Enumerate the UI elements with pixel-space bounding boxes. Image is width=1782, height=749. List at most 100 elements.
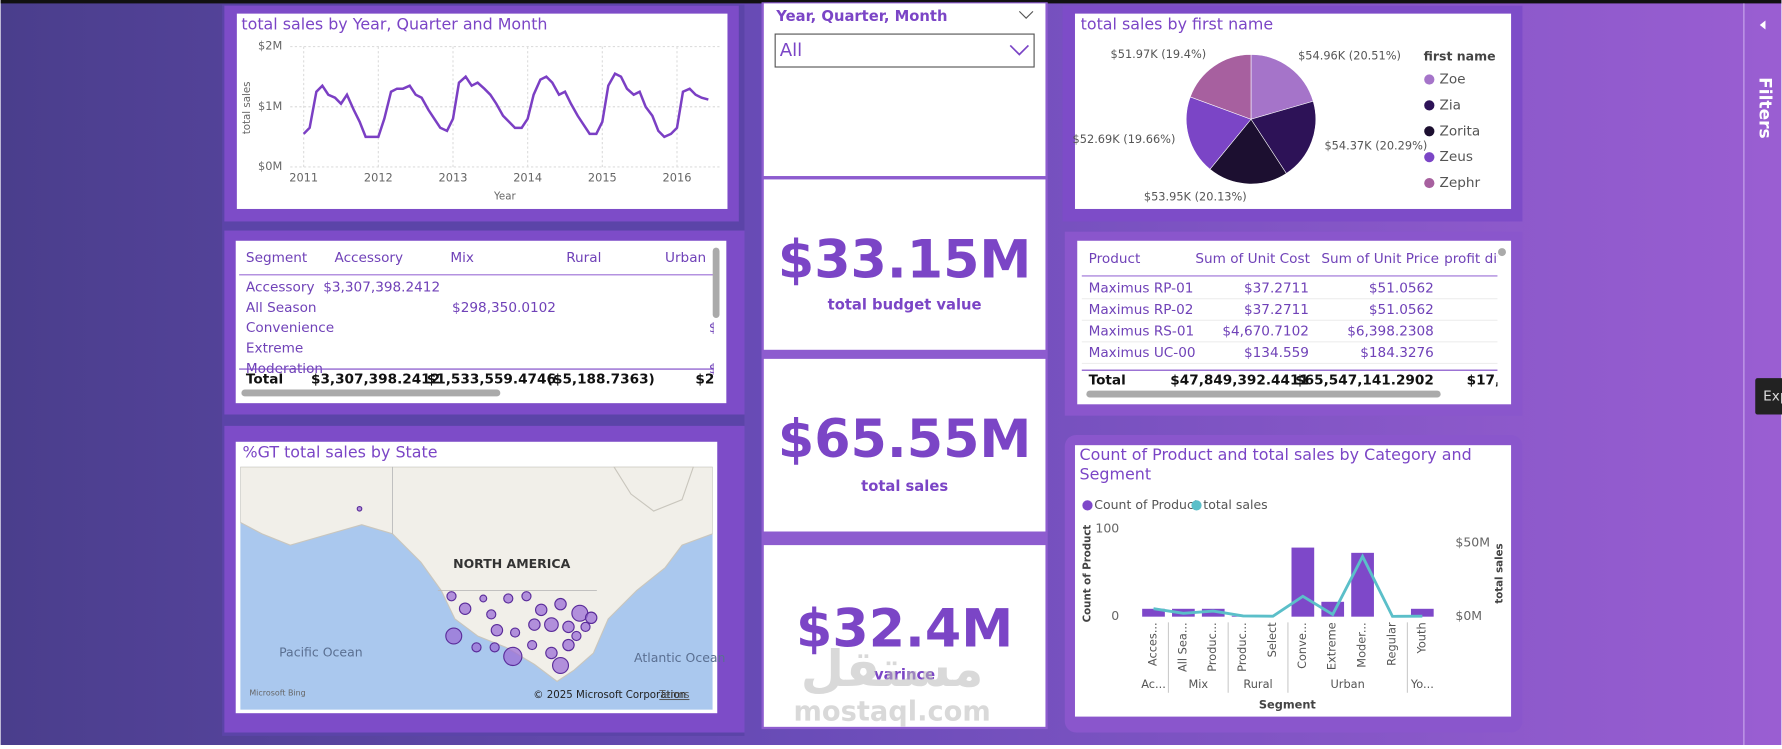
x-tick-label: 2011	[289, 170, 318, 184]
bar	[1142, 608, 1165, 617]
x-tick-label: 2013	[439, 170, 468, 184]
land	[613, 466, 694, 512]
pie-slice	[1250, 54, 1314, 120]
tile-body	[235, 240, 727, 404]
slicer[interactable]	[763, 3, 1046, 177]
chevron	[1009, 44, 1030, 56]
pie-slice	[1209, 118, 1287, 185]
x-tick-label: Youth	[1414, 622, 1428, 654]
x-tick-label: Acces...	[1146, 622, 1160, 666]
legend-label: total sales	[1203, 497, 1267, 512]
bar	[1410, 608, 1434, 617]
bar	[1351, 552, 1374, 617]
tile-body	[1077, 240, 1512, 405]
legend-marker	[1424, 126, 1435, 137]
chart-title: total sales by first name	[1081, 14, 1273, 33]
total-cell: $26,55	[695, 371, 748, 387]
cell: $184.3276	[1360, 345, 1434, 361]
cell: $37.2711	[1244, 302, 1309, 318]
total-cell: $3,307,398.2412	[311, 371, 440, 387]
bar	[1201, 608, 1225, 617]
cell: Maximus RP-01	[1089, 280, 1194, 296]
scroll-dot	[1498, 248, 1506, 257]
map-logo: Microsoft Bing	[249, 688, 305, 697]
data-label: $52.69K (19.66%)	[1073, 132, 1176, 146]
x-tick-label: Produc...	[1205, 622, 1219, 671]
x-tick-label: Conve...	[1295, 622, 1309, 669]
chart-title: total sales by Year, Quarter and Month	[241, 14, 547, 33]
cell: $6,398.2308	[1347, 324, 1434, 340]
legend-marker	[1424, 100, 1435, 111]
group-label: Rural	[1243, 677, 1272, 691]
scrollbar	[241, 389, 501, 397]
y-tick-label: $1M	[258, 99, 282, 113]
cell: $37.2711	[1244, 280, 1309, 296]
line	[302, 71, 709, 139]
cell: $5,08	[709, 320, 748, 336]
watermark: مستقل	[801, 640, 984, 698]
legend-label: Zorita	[1440, 123, 1481, 139]
cell: $51.0562	[1369, 280, 1434, 296]
axis-title: total sales	[1495, 543, 1506, 603]
slicer-title: Year, Quarter, Month	[775, 8, 947, 25]
filters-title[interactable]: Filters	[1754, 77, 1774, 138]
pie-slice	[1250, 100, 1317, 174]
bubbles	[356, 505, 598, 675]
y-tick-label: 0	[1111, 608, 1119, 623]
cell: Maximus RS-01	[1089, 324, 1195, 340]
cell: $134.559	[1244, 345, 1309, 361]
pie-slice	[1189, 54, 1252, 120]
card-label: total budget value	[828, 296, 982, 313]
cell: Convenience	[246, 320, 334, 336]
column-header: Segment	[246, 250, 308, 266]
y2-tick-label: $50M	[1455, 534, 1490, 549]
card	[763, 358, 1046, 532]
pie-slice	[1186, 96, 1252, 170]
map-terms[interactable]: Terms	[658, 690, 689, 701]
cell: Maximus UC-00	[1089, 345, 1196, 361]
x-tick-label: Produc...	[1235, 622, 1249, 671]
collapse-icon[interactable]	[1759, 20, 1766, 30]
column-header: Mix	[450, 250, 474, 266]
x-tick-label: 2014	[513, 170, 542, 184]
cell: Accessory	[246, 279, 315, 295]
total-cell: Total	[246, 371, 283, 387]
y-tick-label: 100	[1095, 521, 1119, 536]
border	[391, 466, 597, 592]
tooltip-text: Exp	[1763, 388, 1782, 404]
total-cell: $1,533,559.4746	[427, 371, 556, 387]
data-label: $54.37K (20.29%)	[1324, 139, 1427, 153]
column-header: Accessory	[335, 250, 404, 266]
group-label: Ac...	[1141, 677, 1166, 691]
group-label: Yo...	[1410, 677, 1434, 691]
card-value: $32.4M	[796, 600, 1013, 660]
cell: $4,670.7102	[1222, 324, 1309, 340]
y-tick-label: $2M	[258, 39, 282, 53]
column-header: profit dif	[1444, 251, 1503, 267]
card-value: $33.15M	[778, 230, 1032, 290]
total-cell: $47,849,392.4411	[1170, 372, 1309, 388]
x-tick-label: Moder...	[1355, 622, 1369, 667]
card	[763, 545, 1046, 727]
scrollbar	[1086, 390, 1441, 398]
map-label: Pacific Ocean	[279, 645, 363, 660]
total-cell: $17,697,	[1467, 372, 1534, 388]
group-label: Mix	[1188, 677, 1208, 691]
map	[240, 466, 713, 710]
chevron	[1018, 10, 1034, 19]
cell: $21,6	[709, 361, 748, 377]
title-box: Count of Product and total sales by Cate…	[1080, 446, 1472, 483]
map-label: Atlantic Ocean	[634, 650, 725, 665]
card-label: total sales	[861, 478, 948, 495]
cell: $51.0562	[1369, 302, 1434, 318]
map-copyright: © 2025 Microsoft Corporation	[533, 690, 686, 701]
column-header: Sum of Unit Cost	[1195, 251, 1310, 267]
dropdown[interactable]	[774, 33, 1035, 68]
bar	[1291, 547, 1315, 617]
legend-label: Zeus	[1440, 149, 1473, 165]
legend-marker	[1424, 177, 1435, 189]
legend-marker	[1424, 152, 1435, 163]
x-tick-label: All Sea...	[1175, 622, 1189, 672]
axis-title: total sales	[242, 82, 253, 135]
legend-label: Zephr	[1440, 175, 1481, 191]
